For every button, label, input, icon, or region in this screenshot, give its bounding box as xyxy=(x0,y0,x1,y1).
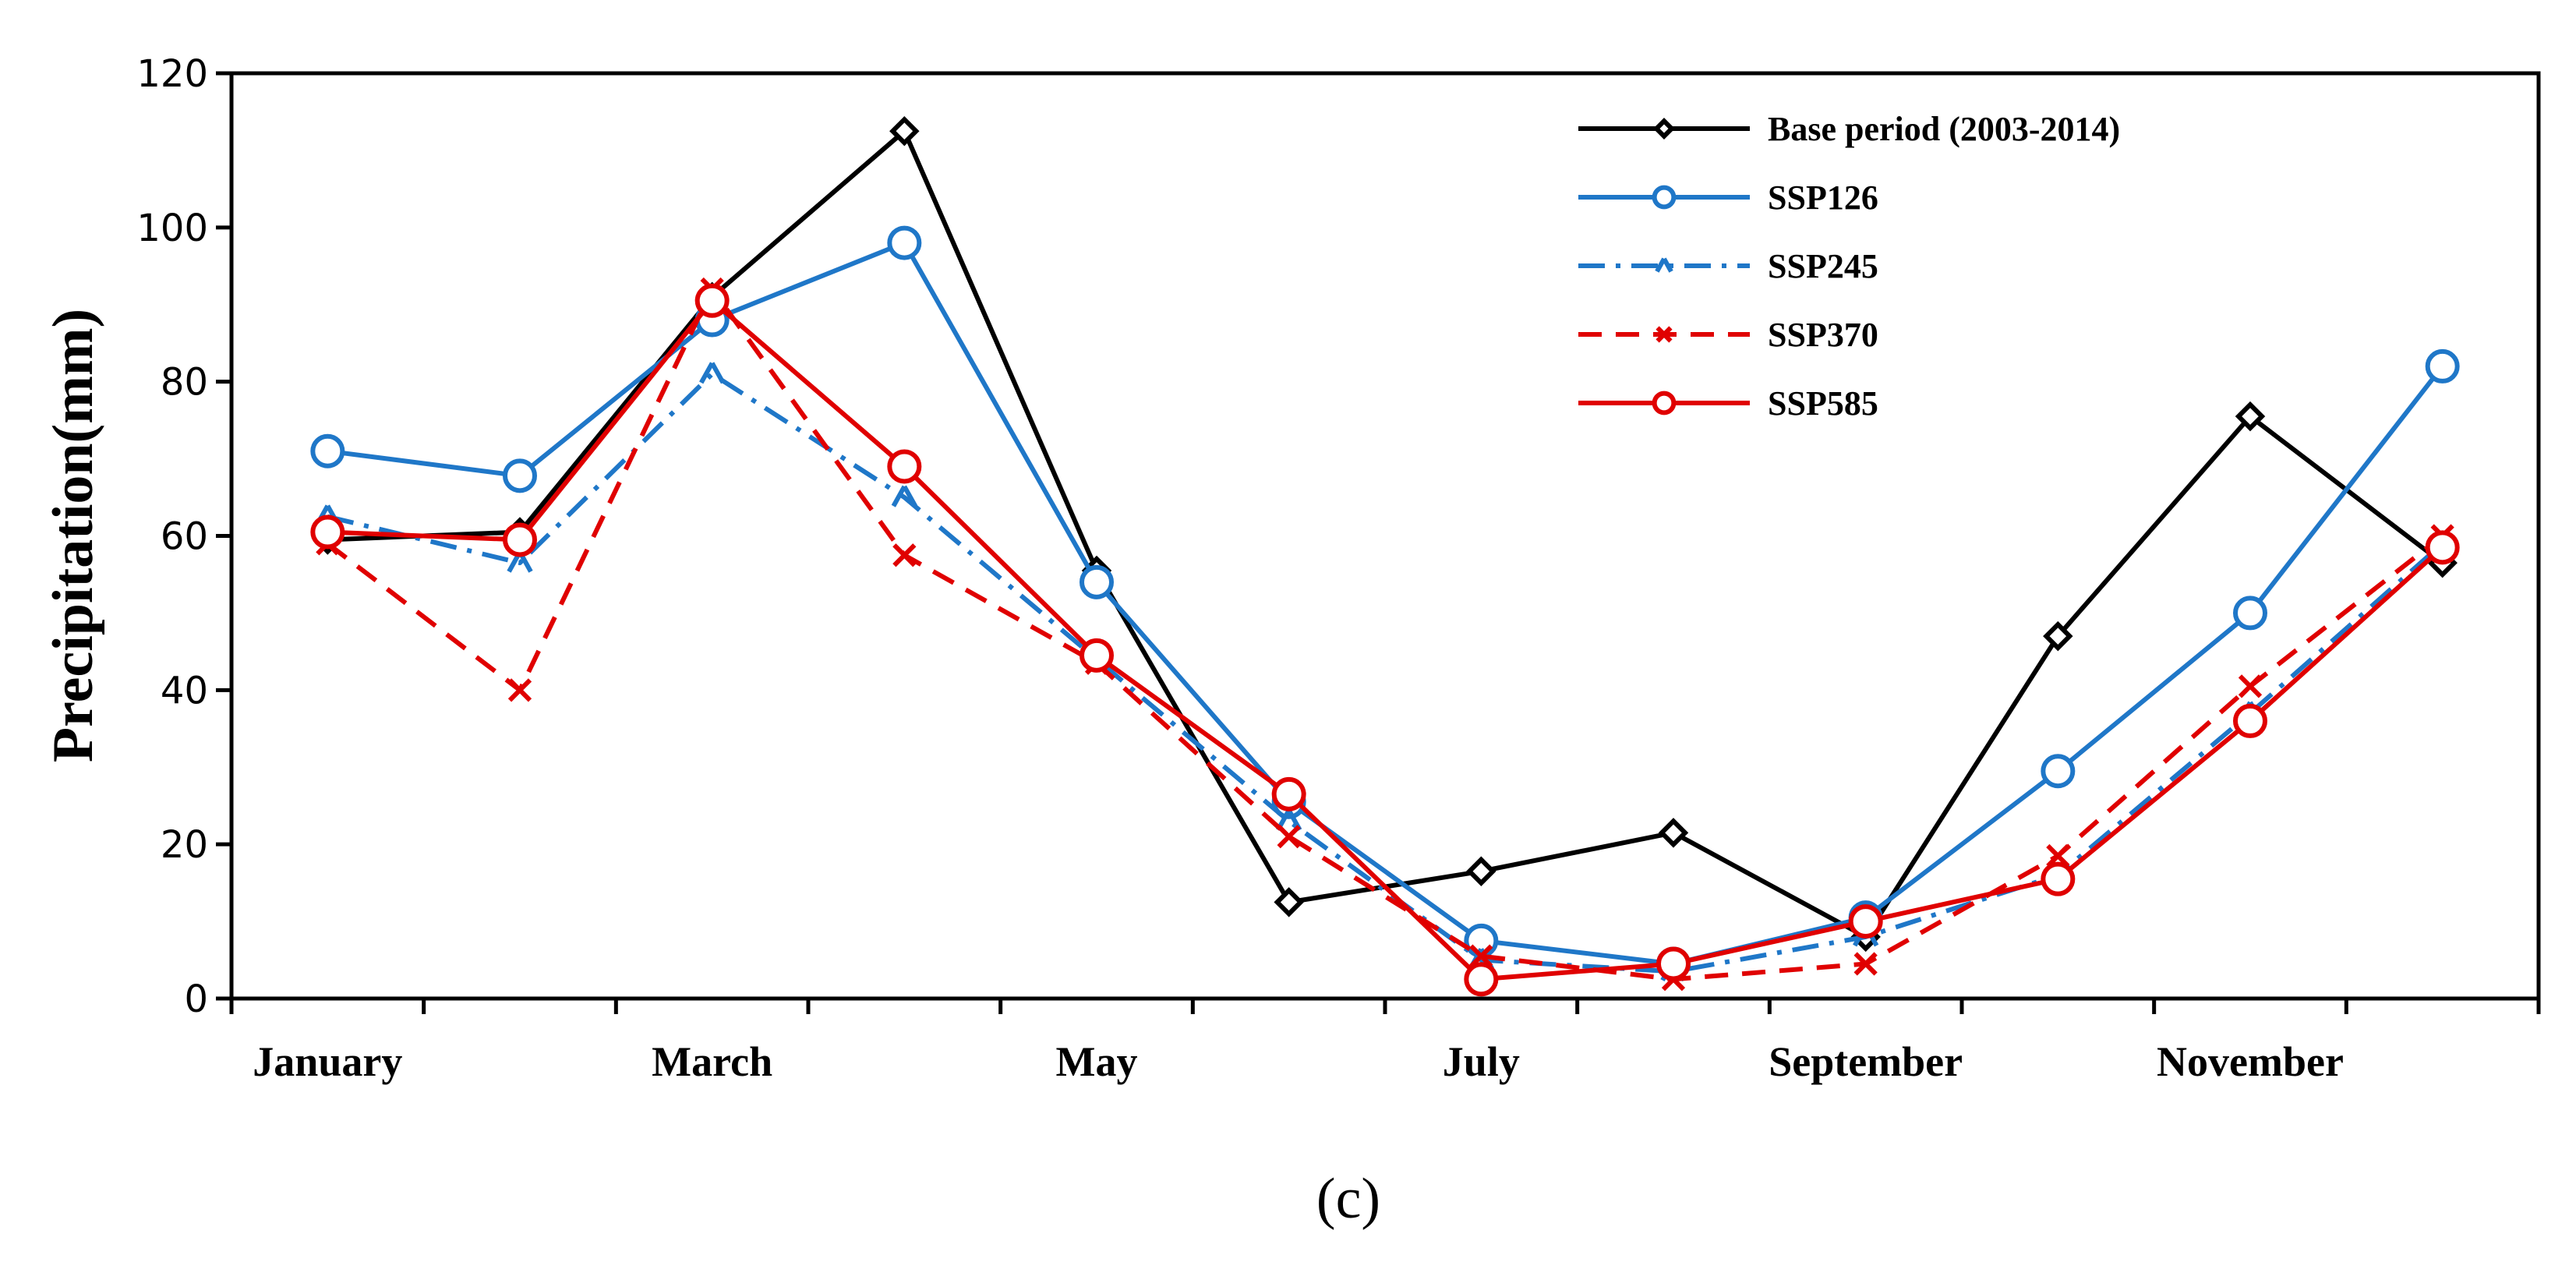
data-point-triangle xyxy=(699,362,726,384)
series-line xyxy=(327,240,2445,967)
series-ssp585 xyxy=(310,283,2460,997)
data-point-diamond xyxy=(1653,118,1675,140)
data-point-x xyxy=(2046,843,2070,868)
legend-label: Base period (2003-2014) xyxy=(1768,110,2120,148)
series-layer xyxy=(310,115,2460,997)
data-point-circle xyxy=(2233,596,2267,631)
data-point-circle xyxy=(1848,904,1883,939)
data-point-circle xyxy=(503,458,537,493)
y-axis-title: Precipitation(mm) xyxy=(41,309,105,762)
legend-item: SSP370 xyxy=(1578,316,1878,354)
data-point-x xyxy=(1853,952,1878,976)
legend-item: SSP585 xyxy=(1578,384,1878,422)
data-point-diamond xyxy=(2235,401,2266,432)
legend-item: Base period (2003-2014) xyxy=(1578,110,2120,148)
legend-label: SSP370 xyxy=(1768,316,1878,354)
x-axis: January March May July September November xyxy=(229,999,2541,1085)
data-point-triangle xyxy=(891,485,917,507)
data-point-circle xyxy=(503,522,537,557)
x-tick-label: March xyxy=(652,1038,772,1085)
data-point-circle xyxy=(1271,776,1306,811)
data-point-circle xyxy=(2041,861,2076,896)
legend-item: SSP245 xyxy=(1578,247,1878,285)
y-tick-label: 100 xyxy=(136,207,208,250)
data-point-diamond xyxy=(2043,620,2073,652)
data-point-circle xyxy=(1656,946,1691,981)
data-point-diamond xyxy=(889,115,920,147)
legend: Base period (2003-2014) SSP126 SSP245 SSP37… xyxy=(1578,110,2120,422)
data-point-circle xyxy=(694,283,730,318)
data-point-x xyxy=(1655,326,1673,343)
data-point-circle xyxy=(310,433,345,468)
data-point-circle xyxy=(887,449,922,484)
legend-label: SSP126 xyxy=(1768,179,1878,217)
data-point-x xyxy=(507,678,532,702)
x-tick-label: September xyxy=(1769,1038,1963,1085)
y-tick-label: 20 xyxy=(161,823,208,867)
data-point-circle xyxy=(310,514,345,550)
y-tick-label: 0 xyxy=(184,977,208,1021)
data-point-circle xyxy=(2425,348,2460,384)
y-tick-label: 40 xyxy=(161,669,208,712)
data-point-circle xyxy=(887,225,922,260)
y-tick-label: 80 xyxy=(161,361,208,405)
legend-label: SSP245 xyxy=(1768,247,1878,285)
data-point-triangle xyxy=(1655,257,1673,273)
data-point-circle xyxy=(2425,530,2460,565)
data-point-diamond xyxy=(1466,856,1496,887)
plot-frame xyxy=(229,71,2541,1001)
series-line xyxy=(327,129,2444,939)
data-point-circle xyxy=(2041,754,2076,789)
data-point-circle xyxy=(1464,962,1499,997)
series-line xyxy=(327,298,2444,982)
data-point-x xyxy=(892,543,917,567)
y-tick-label: 60 xyxy=(161,515,208,559)
x-tick-label: November xyxy=(2157,1038,2344,1085)
legend-label: SSP585 xyxy=(1768,384,1878,422)
data-point-circle xyxy=(1080,564,1114,599)
data-point-diamond xyxy=(1658,818,1689,848)
legend-item: SSP126 xyxy=(1578,179,1878,217)
data-point-circle xyxy=(1652,391,1677,415)
data-point-x xyxy=(1277,825,1301,849)
data-point-x xyxy=(1469,944,1493,968)
x-tick-label: January xyxy=(253,1038,402,1085)
x-tick-label: July xyxy=(1443,1038,1520,1085)
y-tick-label: 120 xyxy=(136,52,208,96)
x-tick-label: May xyxy=(1056,1038,1138,1085)
data-point-circle xyxy=(2233,703,2267,738)
data-point-circle xyxy=(1080,638,1114,673)
series-ssp126 xyxy=(310,225,2460,981)
figure-caption: (c) xyxy=(1316,1167,1380,1231)
series-line xyxy=(327,371,2444,974)
y-axis: 0 20 40 60 80 100 120 xyxy=(136,52,231,1021)
data-point-x xyxy=(2238,674,2263,698)
data-point-diamond xyxy=(1274,887,1304,917)
series-base-period-2003-2014 xyxy=(313,115,2458,953)
data-point-circle xyxy=(1652,185,1677,210)
series-line xyxy=(326,286,2444,982)
